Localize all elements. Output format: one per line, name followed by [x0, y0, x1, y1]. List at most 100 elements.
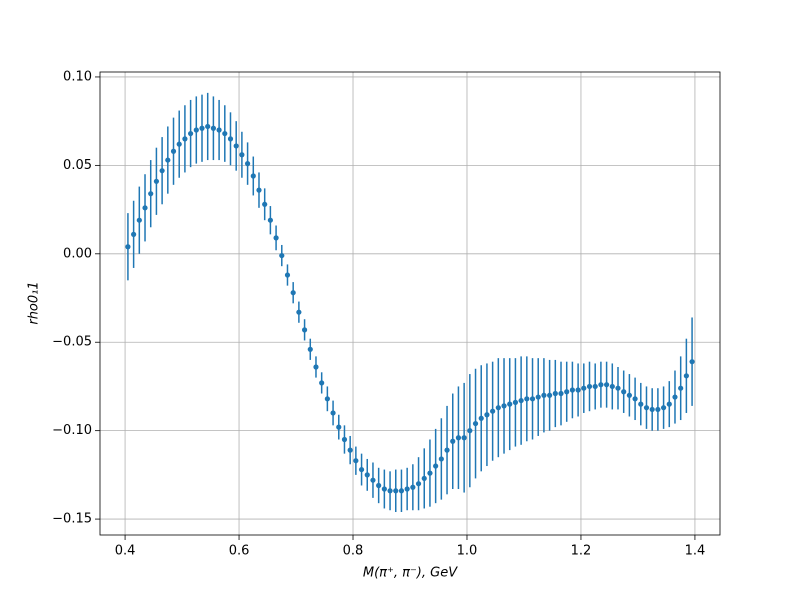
data-point [290, 290, 296, 296]
data-point [467, 428, 473, 434]
data-point [301, 327, 308, 333]
data-point [490, 408, 496, 414]
x-tick-label: 1.4 [685, 544, 706, 559]
data-point [495, 405, 501, 411]
data-point [592, 383, 598, 390]
data-point [660, 405, 667, 411]
data-point [558, 390, 564, 397]
data-point [564, 389, 570, 395]
data-point [501, 403, 507, 409]
data-point [142, 205, 148, 211]
data-point [678, 385, 684, 391]
data-point [518, 397, 524, 404]
x-tick-label: 1.2 [571, 544, 592, 559]
y-tick-label: 0.00 [63, 246, 92, 261]
data-point [250, 173, 256, 179]
data-point [313, 364, 319, 370]
data-point [393, 488, 399, 494]
x-tick-label: 0.8 [343, 544, 364, 559]
data-point [222, 130, 228, 137]
data-point [598, 382, 604, 388]
data-point [444, 447, 450, 453]
y-tick-label: −0.15 [52, 512, 92, 527]
data-point [279, 252, 285, 259]
data-point [524, 396, 530, 402]
data-point [159, 168, 165, 174]
data-point [347, 447, 353, 453]
data-point [148, 191, 154, 197]
data-point [415, 481, 422, 487]
data-point [170, 148, 177, 154]
data-point [176, 141, 182, 147]
y-tick-label: −0.10 [52, 423, 92, 438]
data-point [364, 472, 370, 478]
data-point [324, 396, 330, 402]
data-point [672, 394, 678, 400]
data-point [535, 394, 541, 400]
data-point [410, 484, 416, 490]
data-point [404, 486, 410, 492]
data-point [131, 231, 137, 237]
data-point [199, 125, 205, 131]
data-point [603, 382, 610, 388]
y-tick-label: 0.05 [63, 158, 92, 173]
data-point [398, 488, 405, 494]
data-point [575, 387, 581, 393]
data-point [205, 123, 211, 130]
data-point [165, 157, 171, 163]
data-point [433, 463, 439, 469]
data-point [455, 435, 462, 441]
data-point [655, 406, 661, 413]
y-axis-label: rho0₁1 [27, 281, 42, 324]
data-point [330, 410, 336, 416]
data-point [381, 486, 387, 492]
data-point [244, 161, 251, 167]
data-point [341, 436, 348, 443]
y-tick-label: −0.05 [52, 335, 92, 350]
data-point [319, 380, 325, 386]
data-point [438, 456, 444, 462]
data-point [370, 477, 376, 483]
data-point [569, 387, 576, 393]
data-point [262, 201, 268, 207]
data-point [689, 359, 695, 365]
data-point [461, 435, 467, 441]
data-point [136, 217, 142, 223]
data-point [358, 466, 365, 473]
data-point [336, 424, 342, 430]
data-point [427, 470, 433, 476]
data-point [586, 383, 593, 390]
data-point [529, 396, 536, 402]
data-point [387, 488, 393, 494]
data-point [621, 389, 627, 395]
data-point [193, 127, 199, 133]
data-point [581, 385, 587, 391]
data-point [353, 458, 359, 464]
data-point [666, 401, 672, 407]
data-point [478, 415, 484, 421]
data-point [512, 399, 519, 405]
data-point [153, 178, 160, 184]
data-point [484, 412, 490, 418]
data-point [615, 385, 621, 391]
data-point [683, 373, 689, 379]
data-point [284, 272, 291, 278]
data-point [649, 406, 655, 413]
data-point [188, 130, 194, 137]
data-point [227, 136, 234, 142]
data-point [267, 217, 273, 223]
data-point [552, 390, 558, 397]
data-point [210, 125, 217, 131]
data-point [256, 187, 262, 193]
x-axis-label: M(π⁺, π⁻), GeV [363, 566, 458, 581]
data-point [609, 383, 615, 390]
data-point [273, 235, 279, 241]
data-point [638, 401, 644, 407]
y-tick-label: 0.10 [63, 69, 92, 84]
data-point [233, 143, 239, 149]
data-point [239, 152, 245, 158]
data-point [547, 392, 553, 398]
data-point [125, 244, 131, 250]
